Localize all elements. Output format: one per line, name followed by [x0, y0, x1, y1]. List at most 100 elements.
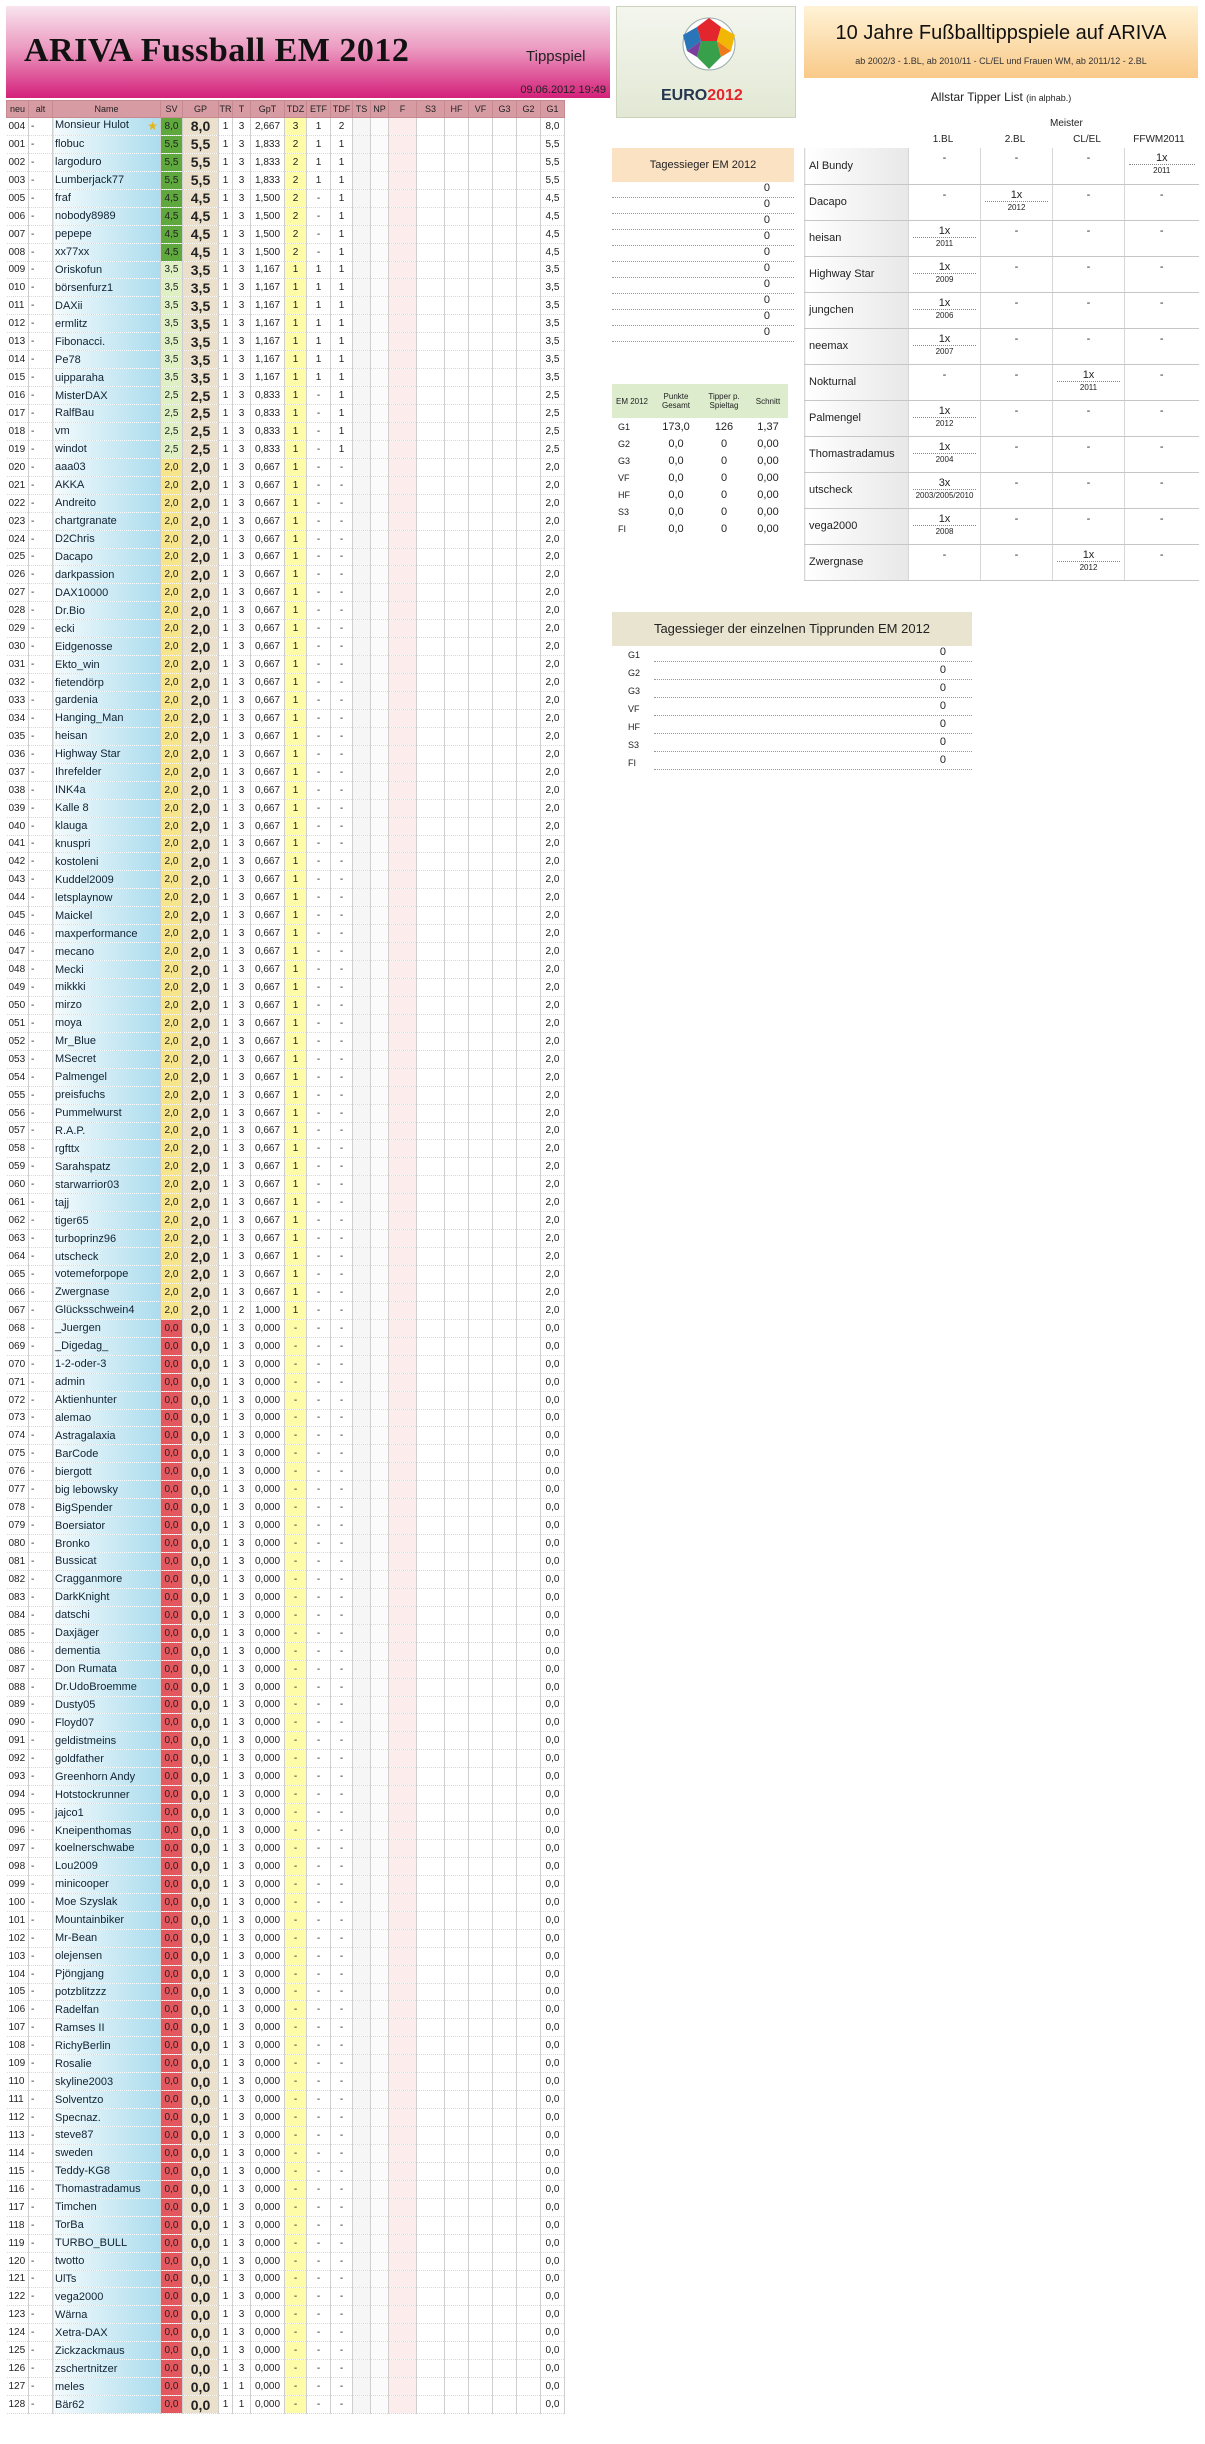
player-name-text[interactable]: Thomastradamus [55, 2183, 141, 2196]
player-name[interactable]: UlTs [52, 2270, 161, 2289]
player-name-text[interactable]: steve87 [55, 2129, 94, 2142]
player-name-text[interactable]: dementia [55, 1645, 101, 1658]
column-header-vf[interactable]: VF [468, 100, 493, 118]
player-name[interactable]: klauga [52, 817, 161, 836]
player-name-text[interactable]: letsplaynow [55, 891, 113, 904]
player-name[interactable]: Glücksschwein4 [52, 1301, 161, 1320]
column-header-g1[interactable]: G1 [540, 100, 565, 118]
player-name[interactable]: Bronko [52, 1534, 161, 1553]
player-name-text[interactable]: nobody8989 [55, 210, 116, 223]
player-name[interactable]: Zwergnase [52, 1283, 161, 1302]
player-name-text[interactable]: Monsieur Hulot [55, 119, 129, 132]
column-header-t[interactable]: T [232, 100, 251, 118]
player-name[interactable]: AKKA [52, 476, 161, 495]
player-name[interactable]: minicooper [52, 1875, 161, 1894]
player-name[interactable]: MSecret [52, 1050, 161, 1069]
player-name[interactable]: Zickzackmaus [52, 2341, 161, 2361]
player-name-text[interactable]: BarCode [55, 1447, 99, 1460]
player-name[interactable]: DAX10000 [52, 583, 161, 603]
player-name-text[interactable]: Zickzackmaus [55, 2344, 125, 2357]
player-name[interactable]: Don Rumata [52, 1660, 161, 1679]
player-name[interactable]: Maickel [52, 906, 161, 926]
player-name-text[interactable]: INK4a [55, 784, 86, 797]
player-name-text[interactable]: tajj [55, 1196, 70, 1209]
player-name-text[interactable]: Eidgenosse [55, 640, 113, 653]
player-name[interactable]: Moe Szyslak [52, 1893, 161, 1912]
player-name[interactable]: big lebowsky [52, 1480, 161, 1500]
allstar-name[interactable]: jungchen [804, 292, 909, 329]
player-name[interactable]: meles [52, 2377, 161, 2397]
player-name-text[interactable]: tiger65 [55, 1214, 89, 1227]
player-name[interactable]: turboprinz96 [52, 1229, 161, 1249]
player-name[interactable]: twotto [52, 2252, 161, 2271]
player-name-text[interactable]: Floyd07 [55, 1716, 95, 1729]
player-name-text[interactable]: meles [55, 2380, 85, 2393]
player-name-text[interactable]: moya [55, 1017, 82, 1030]
player-name[interactable]: Mr-Bean [52, 1929, 161, 1948]
player-name[interactable]: Aktienhunter [52, 1391, 161, 1410]
player-name-text[interactable]: 1-2-oder-3 [55, 1358, 107, 1371]
player-name-text[interactable]: Maickel [55, 909, 93, 922]
player-name-text[interactable]: Kneipenthomas [55, 1824, 132, 1837]
player-name-text[interactable]: Bär62 [55, 2398, 85, 2411]
player-name-text[interactable]: DAX10000 [55, 586, 109, 599]
allstar-name[interactable]: Nokturnal [804, 364, 909, 401]
player-name[interactable]: Pjöngjang [52, 1965, 161, 1984]
player-name-text[interactable]: BigSpender [55, 1501, 113, 1514]
player-name-text[interactable]: alemao [55, 1411, 92, 1424]
player-name[interactable]: _Juergen [52, 1319, 161, 1338]
column-header-tr[interactable]: TR [218, 100, 233, 118]
player-name-text[interactable]: Zwergnase [55, 1286, 110, 1299]
player-name-text[interactable]: Ihrefelder [55, 766, 102, 779]
column-header-tdf[interactable]: TDF [330, 100, 353, 118]
player-name-text[interactable]: utscheck [55, 1250, 99, 1263]
player-name[interactable]: RalfBau [52, 404, 161, 423]
player-name[interactable]: olejensen [52, 1947, 161, 1966]
player-name-text[interactable]: Daxjäger [55, 1627, 100, 1640]
player-name[interactable]: chartgranate [52, 512, 161, 531]
player-name[interactable]: flobuc [52, 135, 161, 154]
player-name-text[interactable]: Lou2009 [55, 1860, 98, 1873]
player-name-text[interactable]: rgfttx [55, 1142, 80, 1155]
player-name[interactable]: Hanging_Man [52, 709, 161, 728]
player-name[interactable]: Ramses II [52, 2018, 161, 2038]
player-name[interactable]: Lumberjack77 [52, 171, 161, 190]
column-header-g2[interactable]: G2 [516, 100, 541, 118]
player-name[interactable]: jajco1 [52, 1803, 161, 1823]
player-name[interactable]: Thomastradamus [52, 2180, 161, 2199]
column-header-name[interactable]: Name [52, 100, 161, 118]
player-name[interactable]: Lou2009 [52, 1857, 161, 1876]
player-name-text[interactable]: Ekto_win [55, 658, 100, 671]
player-name-text[interactable]: preisfuchs [55, 1089, 106, 1102]
player-name[interactable]: Mountainbiker [52, 1911, 161, 1930]
player-name[interactable]: Sarahspatz [52, 1157, 161, 1177]
player-name-text[interactable]: mirzo [55, 999, 82, 1012]
player-name-text[interactable]: Moe Szyslak [55, 1896, 118, 1909]
column-header-gpt[interactable]: GpT [250, 100, 285, 118]
player-name-text[interactable]: DAXii [55, 299, 83, 312]
player-name-text[interactable]: Dacapo [55, 550, 93, 563]
player-name[interactable]: BarCode [52, 1444, 161, 1464]
player-name-text[interactable]: twotto [55, 2255, 85, 2268]
player-name-text[interactable]: koelnerschwabe [55, 1842, 135, 1855]
player-name[interactable]: 1-2-oder-3 [52, 1355, 161, 1374]
player-name[interactable]: vm [52, 422, 161, 441]
player-name[interactable]: börsenfurz1 [52, 278, 161, 298]
player-name[interactable]: mirzo [52, 996, 161, 1015]
player-name-text[interactable]: darkpassion [55, 568, 115, 581]
player-name[interactable]: dementia [52, 1642, 161, 1661]
player-name-text[interactable]: Xetra-DAX [55, 2326, 108, 2339]
player-name[interactable]: rgfttx [52, 1139, 161, 1159]
player-name-text[interactable]: Wärna [55, 2308, 88, 2321]
player-name-text[interactable]: goldfather [55, 1752, 104, 1765]
player-name[interactable]: potzblitzzz [52, 1983, 161, 2002]
player-name[interactable]: mikkki [52, 978, 161, 997]
player-name[interactable]: Highway Star [52, 745, 161, 764]
player-name-text[interactable]: flobuc [55, 138, 85, 151]
column-header-neu[interactable]: neu [6, 100, 29, 118]
player-name-text[interactable]: maxperformance [55, 927, 138, 940]
player-name-text[interactable]: potzblitzzz [55, 1985, 107, 1998]
player-name-text[interactable]: Radelfan [55, 2003, 100, 2016]
player-name[interactable]: votemeforpope [52, 1265, 161, 1284]
player-name[interactable]: Kuddel2009 [52, 870, 161, 890]
